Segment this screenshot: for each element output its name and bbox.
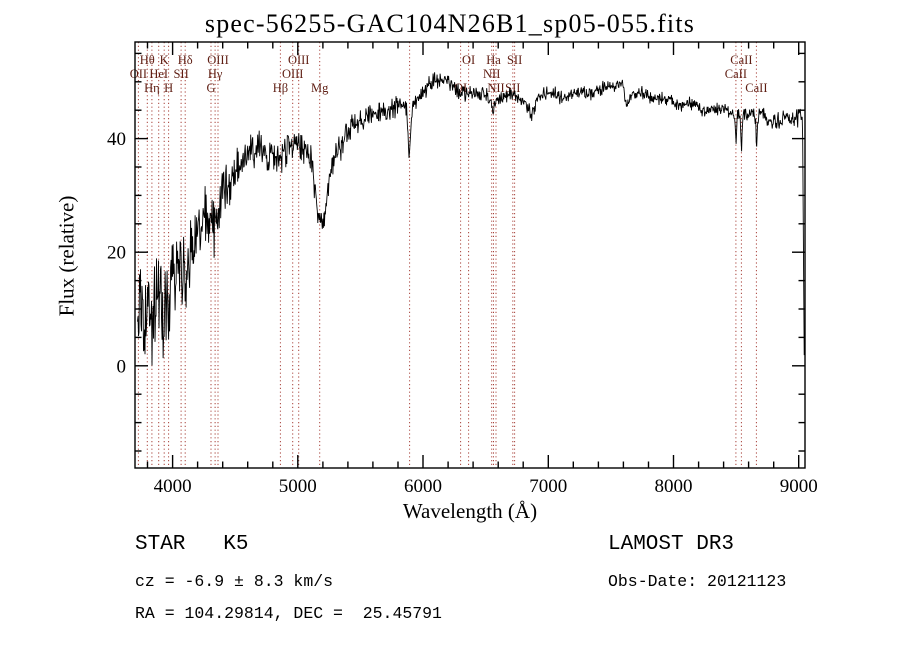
spectral-line-label: CaII xyxy=(730,53,752,67)
spectral-line-label: HeI xyxy=(149,67,168,81)
spectral-line-label: CaII xyxy=(745,81,767,95)
spectral-line-label: NII xyxy=(487,81,504,95)
spectral-line-label: OIII xyxy=(282,67,304,81)
spectral-line-label: OI xyxy=(462,53,475,67)
y-tick-label: 0 xyxy=(117,356,127,377)
x-tick-label: 6000 xyxy=(404,476,442,497)
spectral-line-label: H xyxy=(164,81,173,95)
spectral-line-label: SII xyxy=(507,53,522,67)
spectral-line-label: Hβ xyxy=(273,81,288,95)
x-tick-label: 8000 xyxy=(655,476,693,497)
y-tick-label: 20 xyxy=(107,243,126,264)
spectral-line-label: Mg xyxy=(311,81,329,95)
spectral-line-label: SII xyxy=(505,81,520,95)
spectral-line-label: CaII xyxy=(725,67,747,81)
spectral-line-label: Ha xyxy=(486,53,501,67)
spectral-line-label: G xyxy=(206,81,215,95)
y-axis-label: Flux (relative) xyxy=(54,195,79,317)
plot-frame xyxy=(134,41,806,469)
survey-release-label: LAMOST DR3 xyxy=(608,533,735,556)
spectral-line-label: OII xyxy=(130,67,147,81)
object-classification: STAR K5 xyxy=(135,533,249,556)
spectral-line-label: Hδ xyxy=(178,53,193,67)
spectral-line-label: Hη xyxy=(144,81,160,95)
coordinates-text: RA = 104.29814, DEC = 25.45791 xyxy=(135,604,442,623)
observation-date-text: Obs-Date: 20121123 xyxy=(608,572,787,591)
plot-frame-group xyxy=(134,41,806,469)
spectral-line-label: OIII xyxy=(288,53,310,67)
radial-velocity-text: cz = -6.9 ± 8.3 km/s xyxy=(135,572,334,591)
spectral-line-label: NII xyxy=(483,67,500,81)
spectrum-trace xyxy=(137,72,805,366)
x-axis-label: Wavelength (Å) xyxy=(402,499,538,523)
spectral-line-label: K xyxy=(160,53,169,67)
spectral-line-label: SII xyxy=(173,67,188,81)
spectral-line-label: OIII xyxy=(207,53,229,67)
x-tick-label: 9000 xyxy=(780,476,818,497)
x-tick-label: 4000 xyxy=(154,476,192,497)
spectral-line-label: Hθ xyxy=(140,53,155,67)
x-tick-label: 7000 xyxy=(529,476,567,497)
spectral-line-label: Hγ xyxy=(208,67,223,81)
x-tick-label: 5000 xyxy=(279,476,317,497)
y-tick-label: 40 xyxy=(107,129,126,150)
plot-title: spec-56255-GAC104N26B1_sp05-055.fits xyxy=(204,9,696,38)
